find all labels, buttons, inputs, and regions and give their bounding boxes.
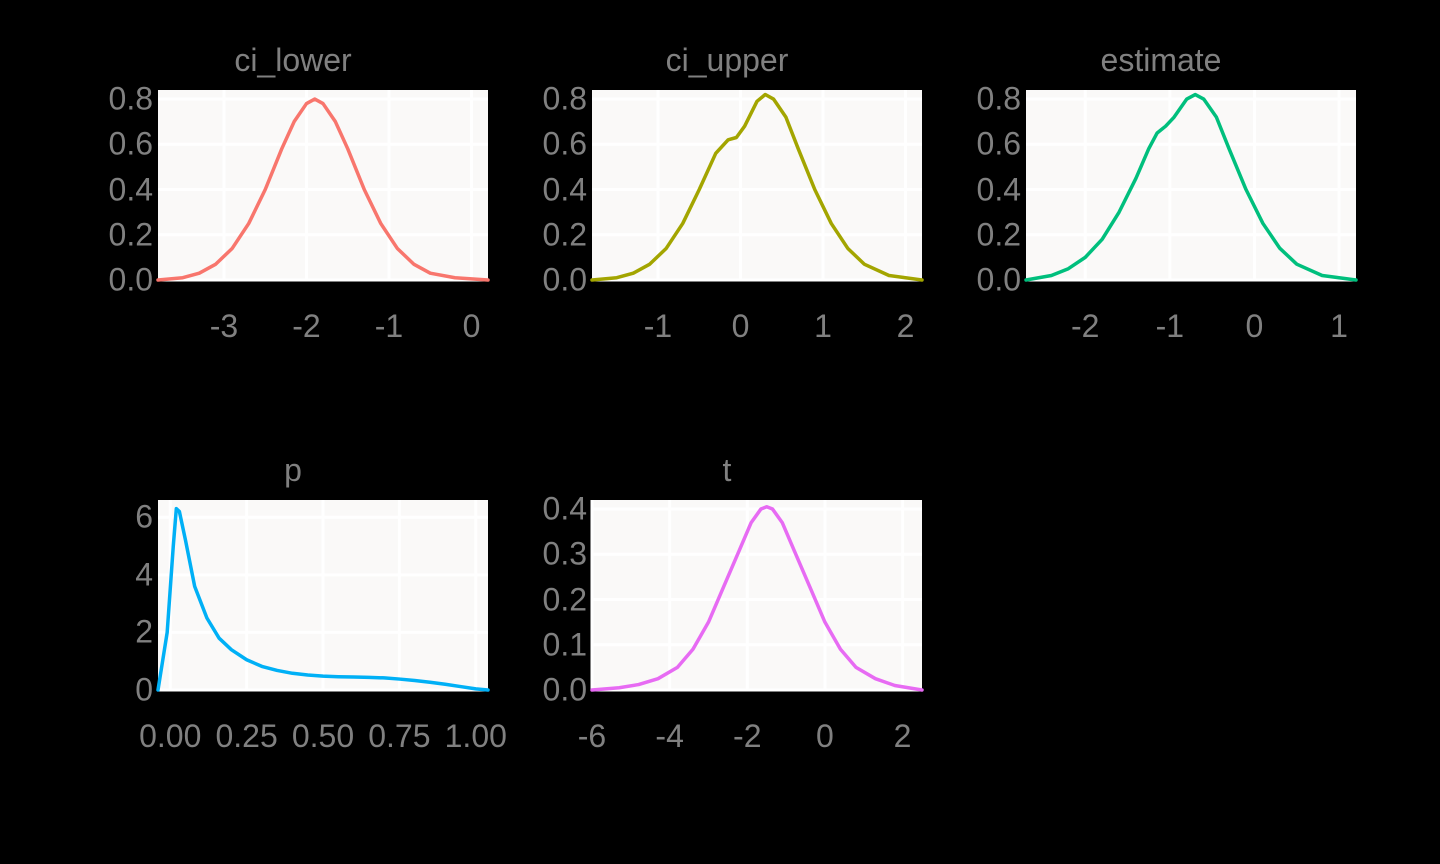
ytick-label: 0.0 bbox=[977, 262, 1021, 299]
x-axis-labels: -6-4-202 bbox=[592, 696, 922, 736]
xtick-label: -2 bbox=[292, 308, 320, 345]
x-axis-labels: 0.000.250.500.751.00 bbox=[158, 696, 488, 736]
panel-p: p02460.000.250.500.751.00 bbox=[78, 452, 508, 772]
ytick-label: 6 bbox=[135, 499, 153, 536]
x-axis-labels: -3-2-10 bbox=[158, 286, 488, 326]
y-axis-labels: 0.00.20.40.60.8 bbox=[946, 90, 1021, 280]
y-axis-labels: 0.00.20.40.60.8 bbox=[78, 90, 153, 280]
plot-area bbox=[1026, 90, 1356, 280]
xtick-label: -4 bbox=[655, 718, 683, 755]
y-axis-labels: 0.00.10.20.30.4 bbox=[512, 500, 587, 690]
ytick-label: 0.2 bbox=[977, 216, 1021, 253]
ytick-label: 0.2 bbox=[543, 581, 587, 618]
ytick-label: 0.0 bbox=[543, 672, 587, 709]
plot-area bbox=[158, 500, 488, 690]
ytick-label: 0.1 bbox=[543, 626, 587, 663]
ytick-label: 0.6 bbox=[543, 126, 587, 163]
panel-ci_upper: ci_upper0.00.20.40.60.8-1012 bbox=[512, 42, 942, 362]
xtick-label: 2 bbox=[897, 308, 915, 345]
density-line bbox=[592, 95, 922, 280]
xtick-label: 2 bbox=[894, 718, 912, 755]
plot-area bbox=[592, 90, 922, 280]
x-axis-labels: -1012 bbox=[592, 286, 922, 326]
ytick-label: 0.4 bbox=[543, 171, 587, 208]
ytick-label: 2 bbox=[135, 614, 153, 651]
panel-title: t bbox=[512, 452, 942, 489]
xtick-label: 0 bbox=[1246, 308, 1264, 345]
facet-grid: ci_lower0.00.20.40.60.8-3-2-10ci_upper0.… bbox=[78, 42, 1378, 772]
ytick-label: 0.4 bbox=[977, 171, 1021, 208]
ytick-label: 0.3 bbox=[543, 536, 587, 573]
xtick-label: 0 bbox=[732, 308, 750, 345]
y-axis-labels: 0246 bbox=[78, 500, 153, 690]
xtick-label: 1.00 bbox=[445, 718, 507, 755]
panel-ci_lower: ci_lower0.00.20.40.60.8-3-2-10 bbox=[78, 42, 508, 362]
xtick-label: -2 bbox=[733, 718, 761, 755]
plot-area bbox=[592, 500, 922, 690]
ytick-label: 0.6 bbox=[109, 126, 153, 163]
ytick-label: 0 bbox=[135, 672, 153, 709]
ytick-label: 4 bbox=[135, 556, 153, 593]
xtick-label: 0.50 bbox=[292, 718, 354, 755]
xtick-label: 0 bbox=[463, 308, 481, 345]
xtick-label: 1 bbox=[1330, 308, 1348, 345]
ytick-label: 0.6 bbox=[977, 126, 1021, 163]
ytick-label: 0.2 bbox=[109, 216, 153, 253]
panel-title: ci_lower bbox=[78, 42, 508, 79]
x-axis-labels: -2-101 bbox=[1026, 286, 1356, 326]
xtick-label: -3 bbox=[210, 308, 238, 345]
xtick-label: -2 bbox=[1071, 308, 1099, 345]
xtick-label: -6 bbox=[578, 718, 606, 755]
ytick-label: 0.8 bbox=[109, 81, 153, 118]
panel-estimate: estimate0.00.20.40.60.8-2-101 bbox=[946, 42, 1376, 362]
xtick-label: 0.00 bbox=[139, 718, 201, 755]
xtick-label: 0.75 bbox=[368, 718, 430, 755]
ytick-label: 0.0 bbox=[109, 262, 153, 299]
plot-area bbox=[158, 90, 488, 280]
ytick-label: 0.4 bbox=[109, 171, 153, 208]
xtick-label: -1 bbox=[1156, 308, 1184, 345]
ytick-label: 0.8 bbox=[543, 81, 587, 118]
xtick-label: 0.25 bbox=[215, 718, 277, 755]
xtick-label: 1 bbox=[814, 308, 832, 345]
xtick-label: -1 bbox=[644, 308, 672, 345]
ytick-label: 0.4 bbox=[543, 491, 587, 528]
xtick-label: 0 bbox=[816, 718, 834, 755]
panel-t: t0.00.10.20.30.4-6-4-202 bbox=[512, 452, 942, 772]
ytick-label: 0.0 bbox=[543, 262, 587, 299]
ytick-label: 0.2 bbox=[543, 216, 587, 253]
ytick-label: 0.8 bbox=[977, 81, 1021, 118]
panel-title: p bbox=[78, 452, 508, 489]
xtick-label: -1 bbox=[375, 308, 403, 345]
density-line bbox=[1026, 95, 1356, 280]
panel-title: ci_upper bbox=[512, 42, 942, 79]
y-axis-labels: 0.00.20.40.60.8 bbox=[512, 90, 587, 280]
panel-title: estimate bbox=[946, 42, 1376, 79]
